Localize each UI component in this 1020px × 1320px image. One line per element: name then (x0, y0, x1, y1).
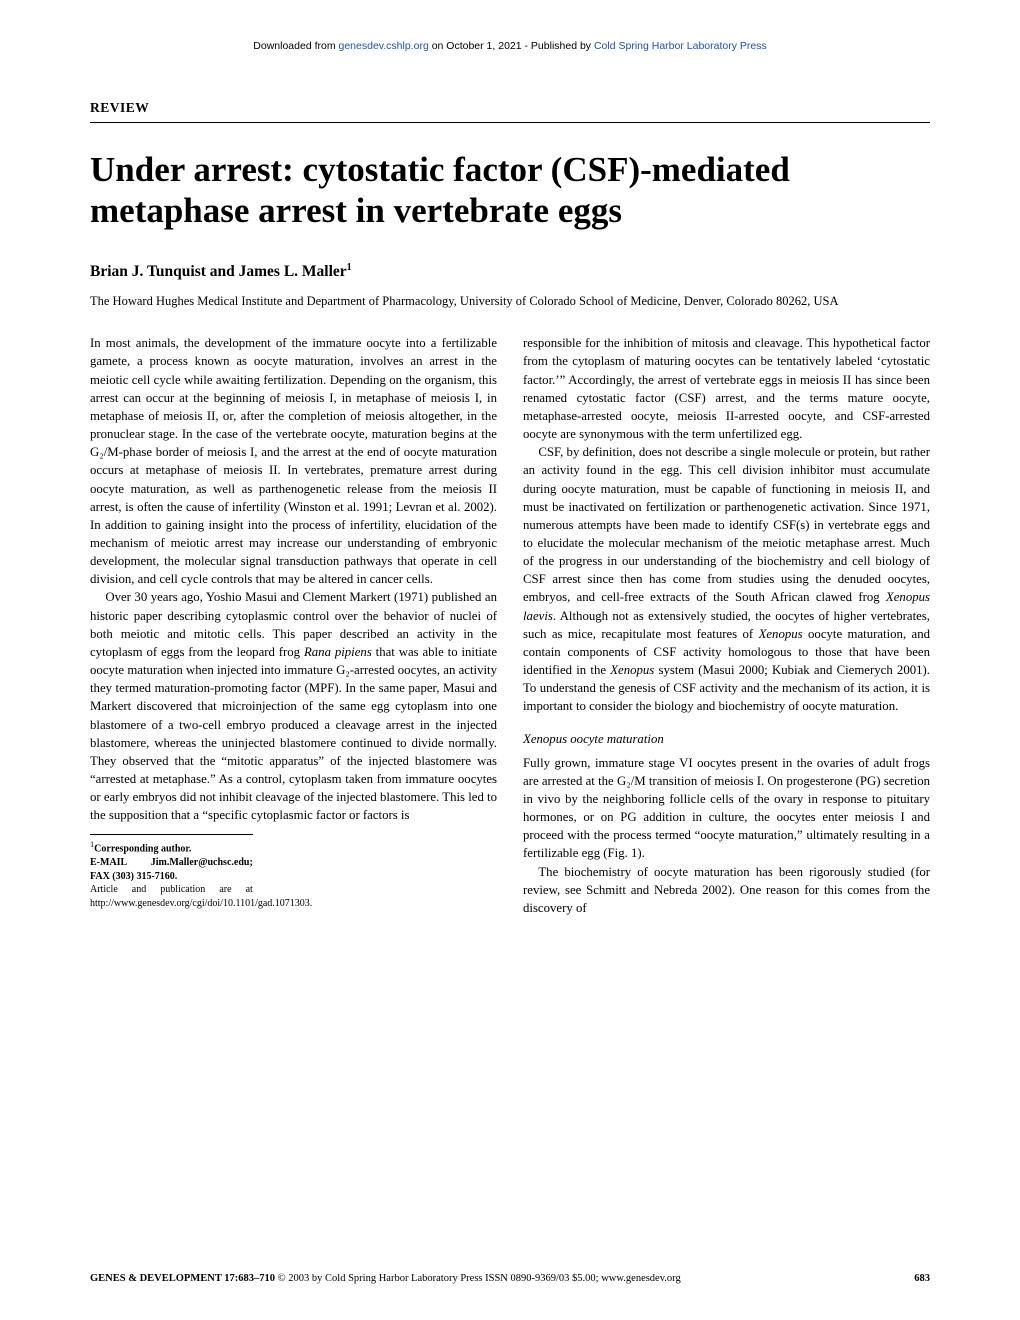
section-heading: Xenopus oocyte maturation (523, 730, 930, 748)
author-sup: 1 (347, 262, 352, 273)
affiliation: The Howard Hughes Medical Institute and … (90, 293, 930, 311)
pub-line: Article and publication are at http://ww… (90, 883, 253, 910)
footnote-block: 1Corresponding author. E-MAIL Jim.Maller… (90, 834, 253, 910)
download-header: Downloaded from genesdev.cshlp.org on Oc… (90, 40, 930, 52)
dl-link-2[interactable]: Cold Spring Harbor Laboratory Press (594, 40, 767, 52)
corr-author: 1Corresponding author. (90, 839, 253, 856)
dl-prefix: Downloaded from (253, 40, 338, 52)
p4a: CSF, by definition, does not describe a … (523, 445, 930, 604)
p2-species: Rana pipiens (304, 645, 372, 659)
hr-divider (90, 122, 930, 123)
para-5: Fully grown, immature stage VI oocytes p… (523, 754, 930, 863)
article-title: Under arrest: cytostatic factor (CSF)-me… (90, 149, 930, 232)
para-6: The biochemistry of oocyte maturation ha… (523, 863, 930, 917)
para-4: CSF, by definition, does not describe a … (523, 443, 930, 715)
page-number: 683 (914, 1273, 930, 1284)
body-columns: In most animals, the development of the … (90, 334, 930, 917)
dl-mid: on October 1, 2021 - Published by (429, 40, 594, 52)
email-text: E-MAIL Jim.Maller@uchsc.edu; FAX (303) 3… (90, 857, 253, 882)
dl-link-1[interactable]: genesdev.cshlp.org (339, 40, 429, 52)
email-line: E-MAIL Jim.Maller@uchsc.edu; FAX (303) 3… (90, 856, 253, 883)
review-label: REVIEW (90, 100, 930, 116)
para-1: In most animals, the development of the … (90, 334, 497, 588)
corr-label: Corresponding author. (94, 844, 191, 855)
p4-sp3: Xenopus (610, 663, 654, 677)
footer-left: GENES & DEVELOPMENT 17:683–710 GENES & D… (90, 1273, 681, 1284)
author-names: Brian J. Tunquist and James L. Maller (90, 263, 347, 280)
p2b: that was able to initiate oocyte maturat… (90, 645, 497, 822)
sec-head-text: Xenopus oocyte maturation (523, 732, 664, 746)
para-2: Over 30 years ago, Yoshio Masui and Clem… (90, 588, 497, 824)
para-3: responsible for the inhibition of mitosi… (523, 334, 930, 443)
p4-sp2: Xenopus (759, 627, 803, 641)
page-footer: GENES & DEVELOPMENT 17:683–710 GENES & D… (90, 1273, 930, 1284)
authors: Brian J. Tunquist and James L. Maller1 (90, 262, 930, 281)
